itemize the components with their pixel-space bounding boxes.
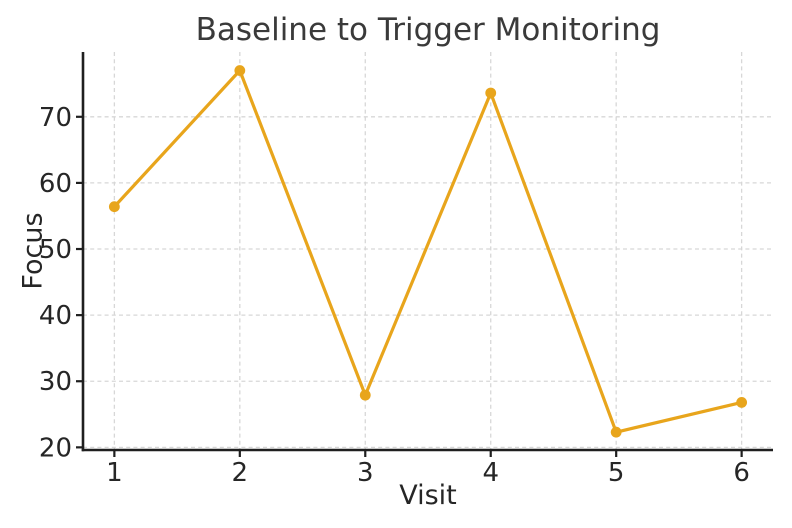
y-tick-label: 30 bbox=[39, 367, 72, 397]
data-point bbox=[359, 389, 371, 401]
x-tick-label: 4 bbox=[482, 458, 499, 488]
y-axis-label: Focus bbox=[17, 212, 49, 290]
x-tick-label: 2 bbox=[232, 458, 249, 488]
data-point bbox=[610, 426, 622, 438]
y-tick-label: 70 bbox=[39, 103, 72, 133]
x-tick-label: 5 bbox=[608, 458, 625, 488]
series-line bbox=[112, 68, 744, 434]
chart-title: Baseline to Trigger Monitoring bbox=[195, 12, 661, 48]
x-axis-label: Visit bbox=[399, 480, 457, 511]
data-point bbox=[108, 201, 120, 213]
data-point bbox=[485, 87, 497, 99]
data-point bbox=[736, 396, 748, 408]
data-point bbox=[234, 65, 246, 76]
x-tick-label: 6 bbox=[733, 458, 750, 488]
y-tick-label: 50 bbox=[39, 235, 72, 265]
y-tick-label: 20 bbox=[39, 433, 72, 463]
x-tick-label: 3 bbox=[357, 458, 374, 488]
x-tick-label: 1 bbox=[106, 458, 123, 488]
y-tick-label: 40 bbox=[39, 301, 72, 331]
y-tick-label: 60 bbox=[39, 169, 72, 199]
